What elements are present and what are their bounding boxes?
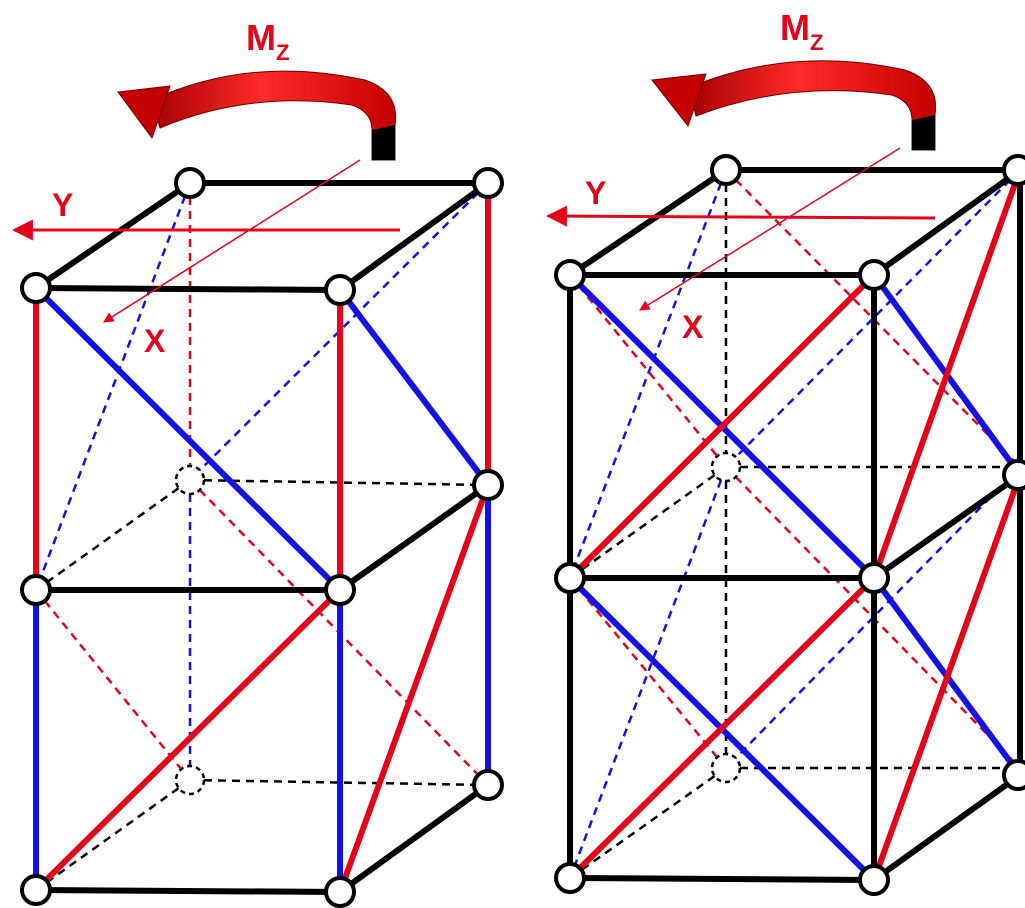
joint-node-icon bbox=[1002, 759, 1025, 791]
joint-node-icon bbox=[324, 876, 356, 908]
x-axis-arrow-icon bbox=[103, 159, 361, 323]
left-hidden-node bbox=[174, 464, 206, 496]
joint-node-icon bbox=[20, 574, 52, 606]
curved-moment-arrow-icon bbox=[651, 60, 937, 151]
left-joint-nodes bbox=[20, 167, 504, 908]
joint-node-icon bbox=[554, 862, 586, 894]
x-axis-label: X bbox=[144, 323, 166, 359]
joint-node-icon bbox=[20, 874, 52, 906]
y-axis-label: Y bbox=[585, 175, 606, 211]
joint-node-icon bbox=[20, 272, 52, 304]
joint-node-icon bbox=[554, 259, 586, 291]
moment-label: MZ bbox=[246, 17, 289, 65]
joint-node-icon bbox=[858, 259, 890, 291]
x-axis-label: X bbox=[682, 309, 704, 345]
right-hidden-node bbox=[710, 752, 742, 784]
joint-node-icon bbox=[858, 562, 890, 594]
joint-node-icon bbox=[1002, 154, 1025, 186]
moment-label: MZ bbox=[780, 7, 823, 55]
joint-node-icon bbox=[472, 469, 504, 501]
left-truss-frame: Y X MZ bbox=[11, 17, 504, 908]
joint-node-icon bbox=[324, 574, 356, 606]
right-frame-edges bbox=[567, 167, 1023, 883]
joint-node-icon bbox=[858, 864, 890, 896]
y-axis-label: Y bbox=[52, 187, 73, 223]
right-joint-nodes bbox=[554, 154, 1025, 896]
y-axis-arrow-icon bbox=[545, 205, 936, 227]
joint-node-icon bbox=[174, 167, 206, 199]
joint-node-icon bbox=[324, 274, 356, 306]
right-hidden-node bbox=[710, 451, 742, 483]
left-hidden-node bbox=[174, 764, 206, 796]
joint-node-icon bbox=[554, 562, 586, 594]
joint-node-icon bbox=[1002, 459, 1025, 491]
joint-node-icon bbox=[472, 769, 504, 801]
joint-node-icon bbox=[710, 154, 742, 186]
left-frame-edges bbox=[33, 180, 491, 895]
right-truss-frame: Y X MZ bbox=[545, 7, 1025, 896]
curved-moment-arrow-icon bbox=[117, 70, 397, 161]
x-axis-arrow-icon bbox=[639, 147, 901, 311]
joint-node-icon bbox=[472, 167, 504, 199]
